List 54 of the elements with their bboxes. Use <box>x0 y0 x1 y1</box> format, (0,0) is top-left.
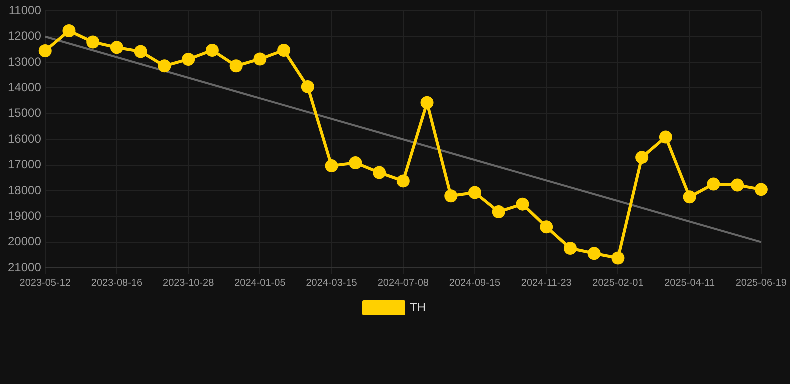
x-tick-label: 2024-09-15 <box>449 278 502 289</box>
y-tick-label: 11000 <box>8 4 42 18</box>
point <box>468 186 482 200</box>
point <box>38 44 52 58</box>
y-tick-label: 15000 <box>8 106 42 120</box>
x-tick-label: 2024-07-08 <box>378 278 430 289</box>
point <box>588 247 601 260</box>
x-tick-label: 2023-10-28 <box>163 278 215 289</box>
point <box>134 45 148 58</box>
point <box>516 198 530 211</box>
point <box>254 52 267 66</box>
point <box>86 36 100 49</box>
y-tick-label: 14000 <box>8 80 42 95</box>
point <box>301 80 314 94</box>
point <box>492 206 506 219</box>
point <box>62 24 76 38</box>
point <box>707 178 720 191</box>
point <box>182 52 196 66</box>
point <box>540 220 554 234</box>
point <box>659 130 672 144</box>
y-tick-label: 18000 <box>8 183 42 198</box>
point <box>420 96 434 110</box>
x-tick-label: 2023-05-12 <box>20 278 72 289</box>
y-tick-label: 13000 <box>8 54 42 69</box>
point <box>206 44 219 57</box>
x-tick-label: 2025-02-01 <box>592 278 644 289</box>
x-tick-label: 2024-03-15 <box>306 278 358 289</box>
y-tick-label: 20000 <box>8 234 42 249</box>
y-tick-label: 17000 <box>8 158 42 172</box>
point <box>683 190 696 204</box>
point <box>396 174 410 188</box>
x-tick-label: 2023-08-16 <box>91 278 143 289</box>
point <box>754 183 768 196</box>
point <box>564 242 577 255</box>
y-tick-label: 21000 <box>8 260 42 274</box>
point <box>612 252 625 265</box>
point <box>373 166 386 180</box>
legend-label: TH <box>410 300 426 314</box>
point <box>325 160 338 173</box>
x-tick-label: 2025-04-11 <box>664 278 716 289</box>
point <box>444 190 458 203</box>
point <box>230 60 243 73</box>
y-tick-label: 16000 <box>8 132 42 146</box>
x-tick-label: 2024-01-05 <box>234 278 286 289</box>
point <box>636 151 649 164</box>
point <box>278 44 291 57</box>
point <box>731 178 744 192</box>
y-tick-label: 19000 <box>8 208 42 223</box>
point <box>110 41 124 54</box>
x-tick-label: 2024-11-23 <box>521 278 572 289</box>
point <box>349 156 362 170</box>
point <box>158 60 172 73</box>
x-tick-label: 2025-06-19 <box>736 278 788 289</box>
y-tick-label: 12000 <box>8 29 42 44</box>
